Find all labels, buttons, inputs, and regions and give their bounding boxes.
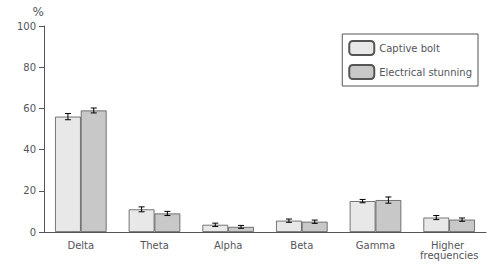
svg-text:20: 20 (23, 185, 36, 196)
svg-text:0: 0 (30, 227, 36, 238)
svg-text:100: 100 (17, 21, 36, 32)
svg-text:Electrical stunning: Electrical stunning (379, 67, 472, 78)
svg-text:Delta: Delta (67, 240, 94, 251)
svg-text:80: 80 (23, 62, 36, 73)
svg-text:%: % (33, 5, 44, 19)
svg-text:Captive bolt: Captive bolt (379, 43, 440, 54)
svg-text:Gamma: Gamma (356, 240, 396, 251)
svg-text:60: 60 (23, 103, 36, 114)
svg-text:frequencies: frequencies (420, 250, 478, 261)
svg-text:Theta: Theta (139, 240, 169, 251)
svg-text:Beta: Beta (290, 240, 313, 251)
svg-text:40: 40 (23, 144, 36, 155)
svg-text:Alpha: Alpha (214, 240, 242, 251)
svg-text:Higher: Higher (430, 239, 468, 251)
